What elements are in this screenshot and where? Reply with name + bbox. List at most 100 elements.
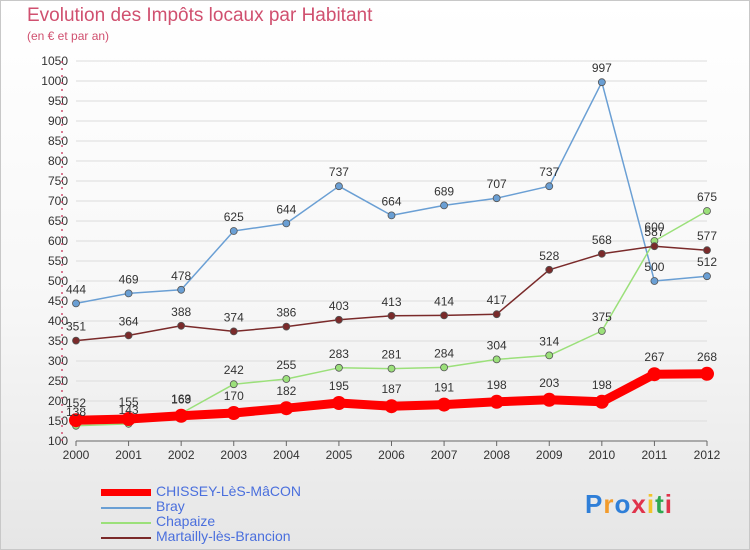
data-label: 191 — [434, 381, 454, 395]
y-tick-label: 1050 — [41, 54, 68, 68]
data-point — [440, 311, 448, 320]
data-label: 198 — [487, 378, 507, 392]
y-tick-label: 500 — [48, 274, 68, 288]
data-label: 689 — [434, 184, 454, 198]
data-label: 351 — [66, 320, 86, 334]
data-point — [229, 327, 238, 336]
legend-swatch — [101, 537, 151, 539]
x-tick-label: 2008 — [483, 448, 510, 462]
x-tick-label: 2005 — [326, 448, 353, 462]
chart-title: Evolution des Impôts locaux par Habitant — [27, 5, 373, 26]
data-label: 587 — [644, 225, 664, 239]
logo-letter: x — [631, 489, 647, 519]
legend-swatch — [101, 507, 151, 509]
legend-label: Chapaize — [156, 513, 216, 529]
data-label: 374 — [224, 310, 244, 324]
data-label: 281 — [381, 348, 401, 362]
data-point — [177, 321, 186, 330]
data-point — [700, 366, 714, 381]
data-label: 417 — [487, 293, 507, 307]
data-point — [440, 363, 448, 372]
data-label: 195 — [329, 379, 349, 393]
data-point — [384, 399, 399, 414]
data-point — [72, 299, 80, 308]
data-label: 625 — [224, 210, 244, 224]
y-tick-label: 650 — [48, 214, 68, 228]
data-point — [597, 78, 606, 87]
x-tick-label: 2009 — [536, 448, 563, 462]
data-point — [597, 249, 606, 258]
y-tick-label: 250 — [48, 374, 68, 388]
y-tick-label: 200 — [48, 394, 68, 408]
x-tick-label: 2003 — [220, 448, 247, 462]
data-label: 284 — [434, 346, 454, 360]
data-label: 138 — [66, 405, 86, 419]
data-point — [335, 182, 343, 191]
data-label: 152 — [66, 396, 86, 410]
data-label: 242 — [224, 363, 244, 377]
data-point — [650, 242, 659, 251]
data-label: 143 — [119, 403, 139, 417]
y-tick-label: 100 — [48, 434, 68, 448]
data-label: 413 — [381, 295, 401, 309]
data-label: 528 — [539, 249, 559, 263]
data-point — [545, 182, 554, 191]
logo-letter: r — [603, 489, 615, 519]
series-layer — [69, 78, 714, 430]
data-point — [387, 311, 396, 320]
data-point — [72, 336, 80, 345]
data-point — [229, 380, 238, 389]
legend-label: Bray — [156, 498, 185, 514]
x-tick-label: 2000 — [63, 448, 90, 462]
data-label: 664 — [381, 194, 401, 208]
y-tick-label: 750 — [48, 174, 68, 188]
data-point — [177, 285, 186, 294]
data-label: 403 — [329, 299, 349, 313]
data-label: 500 — [644, 260, 664, 274]
data-point — [703, 246, 711, 255]
y-tick-label: 350 — [48, 334, 68, 348]
logo-letter: i — [664, 489, 673, 519]
y-tick-label: 850 — [48, 134, 68, 148]
y-tick-label: 1000 — [41, 74, 68, 88]
legend-label: Martailly-lès-Brancion — [156, 528, 291, 544]
y-tick-label: 450 — [48, 294, 68, 308]
data-label: 512 — [697, 255, 717, 269]
data-point — [542, 392, 557, 407]
data-point — [545, 351, 554, 360]
data-label: 198 — [592, 378, 612, 392]
data-label: 187 — [381, 382, 401, 396]
logo-letter: i — [646, 489, 656, 519]
legend-label: CHISSEY-LèS-MâCON — [156, 483, 301, 499]
data-labels: 444 469 478 625 644 737 664 689 707 737 997 500 512 1… — [66, 61, 717, 419]
data-label: 314 — [539, 334, 559, 348]
data-point — [492, 194, 501, 203]
data-label: 155 — [119, 395, 139, 409]
y-tick-label: 900 — [48, 114, 68, 128]
data-label: 997 — [592, 61, 612, 75]
data-point — [437, 397, 452, 412]
x-tick-label: 2012 — [694, 448, 721, 462]
data-label: 268 — [697, 350, 717, 364]
data-label: 675 — [697, 190, 717, 204]
data-label: 737 — [539, 165, 559, 179]
y-tick-label: 800 — [48, 154, 68, 168]
data-label: 304 — [487, 338, 507, 352]
data-point — [335, 363, 343, 372]
logo-letter: o — [614, 489, 632, 519]
data-point — [703, 207, 711, 215]
series-line-3 — [75, 245, 708, 342]
data-point — [650, 277, 659, 285]
data-point — [387, 211, 396, 220]
data-label: 375 — [592, 310, 612, 324]
data-label: 182 — [276, 384, 296, 398]
data-label: 388 — [171, 305, 191, 319]
data-point — [282, 219, 291, 228]
data-label: 444 — [66, 282, 86, 296]
data-point — [124, 289, 133, 298]
data-label: 469 — [119, 272, 139, 286]
data-point — [335, 315, 343, 324]
y-tick-label: 300 — [48, 354, 68, 368]
data-label: 267 — [644, 350, 664, 364]
